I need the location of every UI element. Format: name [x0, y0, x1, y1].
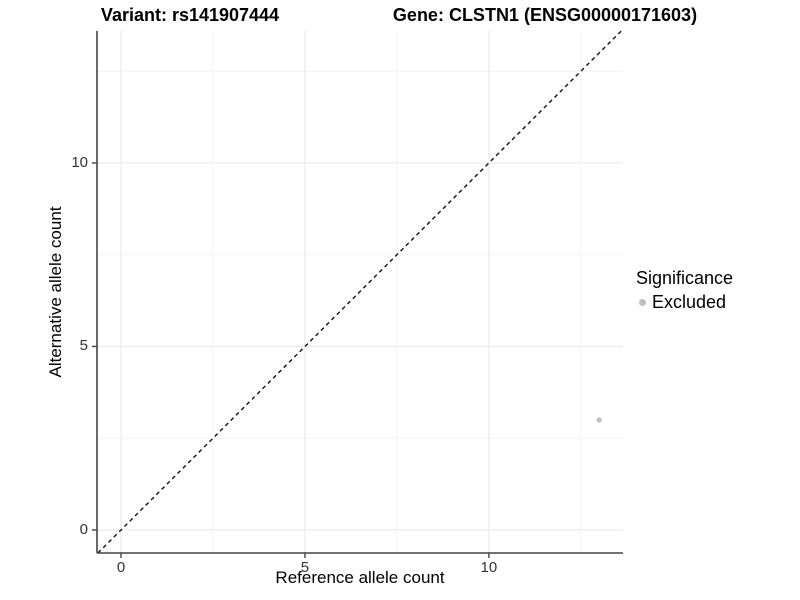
y-tick-label: 10 [71, 153, 88, 171]
variant-title: Variant: rs141907444 [100, 5, 280, 25]
identity-reference-line [97, 30, 622, 554]
y-axis-title: Alternative allele count [46, 206, 65, 378]
gene-title: Gene: CLSTN1 (ENSG00000171603) [392, 5, 698, 25]
data-point-excluded [596, 417, 602, 423]
legend-title: Significance [636, 268, 734, 288]
x-tick-label: 5 [300, 559, 310, 576]
x-tick-label: 0 [116, 559, 126, 576]
x-tick-label: 10 [480, 559, 498, 576]
legend-point-swatch [639, 299, 646, 306]
legend-item-label: Excluded [652, 292, 727, 312]
legend: Significance Excluded [636, 268, 733, 313]
legend-item-excluded: Excluded [636, 292, 733, 313]
y-tick-label: 5 [79, 337, 88, 355]
x-axis-title: Reference allele count [275, 568, 445, 587]
y-tick-label: 0 [79, 520, 88, 538]
